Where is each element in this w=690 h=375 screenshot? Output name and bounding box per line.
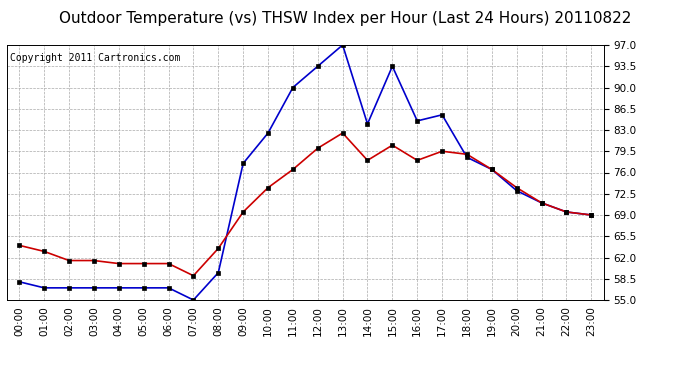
Text: Outdoor Temperature (vs) THSW Index per Hour (Last 24 Hours) 20110822: Outdoor Temperature (vs) THSW Index per … bbox=[59, 11, 631, 26]
Text: Copyright 2011 Cartronics.com: Copyright 2011 Cartronics.com bbox=[10, 53, 180, 63]
